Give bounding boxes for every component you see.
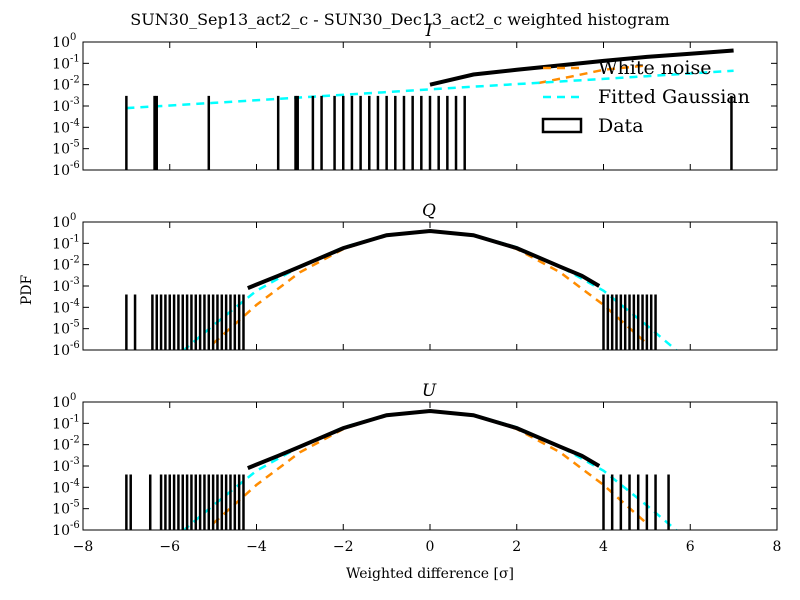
- y-tick-exponent: -3: [70, 456, 80, 467]
- plot-area: [125, 48, 734, 170]
- white-noise-curve: [212, 229, 648, 345]
- y-tick-label: 10: [52, 215, 70, 231]
- y-tick-label: 10: [52, 35, 70, 51]
- figure-title: SUN30_Sep13_act2_c - SUN30_Dec13_act2_c …: [130, 10, 669, 29]
- x-tick-label: 6: [686, 539, 695, 555]
- x-tick-label: −6: [159, 539, 180, 555]
- y-tick-exponent: -4: [70, 117, 80, 128]
- x-tick-label: 2: [512, 539, 521, 555]
- y-tick-label: 10: [52, 78, 70, 94]
- y-tick-exponent: 0: [70, 392, 76, 403]
- y-tick-label: 10: [52, 279, 70, 295]
- y-axis-label: PDF: [19, 275, 35, 306]
- x-tick-label: −8: [73, 539, 94, 555]
- panel-title: U: [422, 381, 437, 401]
- y-tick-exponent: -2: [70, 255, 80, 266]
- y-tick-label: 10: [52, 163, 70, 179]
- x-tick-label: 8: [773, 539, 782, 555]
- y-tick-exponent: -6: [70, 160, 80, 171]
- y-tick-label: 10: [52, 99, 70, 115]
- legend-label: White noise: [598, 57, 712, 79]
- y-tick-label: 10: [52, 438, 70, 454]
- y-tick-label: 10: [52, 343, 70, 359]
- y-tick-label: 10: [52, 142, 70, 158]
- y-tick-exponent: -5: [70, 139, 80, 150]
- fitted-gaussian-curve: [126, 69, 734, 110]
- panel-title: Q: [422, 201, 436, 221]
- y-tick-label: 10: [52, 322, 70, 338]
- y-tick-exponent: -5: [70, 319, 80, 330]
- y-tick-exponent: -2: [70, 435, 80, 446]
- legend: White noise Fitted Gaussian Data: [541, 57, 750, 137]
- data-spikes: [125, 474, 670, 530]
- legend-item-data: Data: [541, 115, 644, 137]
- y-tick-exponent: 0: [70, 212, 76, 223]
- white-noise-curve: [538, 64, 648, 85]
- y-tick-exponent: -5: [70, 499, 80, 510]
- plot-area: [125, 228, 678, 350]
- y-tick-label: 10: [52, 258, 70, 274]
- x-tick-label: −2: [333, 539, 354, 555]
- y-tick-exponent: -6: [70, 340, 80, 351]
- y-tick-exponent: -1: [70, 413, 80, 424]
- y-tick-exponent: -4: [70, 297, 80, 308]
- legend-item-white-noise: White noise: [543, 57, 712, 79]
- data-spikes: [125, 95, 733, 170]
- x-tick-label: 4: [599, 539, 608, 555]
- y-tick-exponent: -4: [70, 477, 80, 488]
- y-tick-exponent: -3: [70, 96, 80, 107]
- data-spikes: [125, 294, 657, 350]
- y-tick-label: 10: [52, 480, 70, 496]
- y-tick-label: 10: [52, 120, 70, 136]
- legend-swatch: [541, 117, 583, 134]
- y-tick-exponent: -2: [70, 75, 80, 86]
- legend-label: Fitted Gaussian: [598, 86, 750, 108]
- plot-area: [125, 408, 678, 530]
- y-tick-label: 10: [52, 395, 70, 411]
- white-noise-curve: [212, 409, 648, 525]
- y-tick-exponent: -3: [70, 276, 80, 287]
- y-tick-label: 10: [52, 300, 70, 316]
- legend-item-fitted-gaussian: Fitted Gaussian: [543, 86, 750, 108]
- y-tick-label: 10: [52, 236, 70, 252]
- x-tick-label: −4: [246, 539, 267, 555]
- y-tick-exponent: -6: [70, 520, 80, 531]
- y-tick-exponent: -1: [70, 233, 80, 244]
- y-tick-exponent: -1: [70, 53, 80, 64]
- legend-label: Data: [598, 115, 644, 137]
- y-tick-label: 10: [52, 523, 70, 539]
- data-series: [247, 228, 601, 290]
- y-tick-exponent: 0: [70, 32, 76, 43]
- y-tick-label: 10: [52, 416, 70, 432]
- x-axis-label: Weighted difference [σ]: [346, 566, 514, 582]
- y-tick-label: 10: [52, 502, 70, 518]
- data-series: [247, 408, 601, 470]
- y-tick-label: 10: [52, 56, 70, 72]
- y-tick-label: 10: [52, 459, 70, 475]
- panel-title: I: [425, 21, 433, 41]
- x-tick-label: 0: [426, 539, 435, 555]
- data-series: [429, 48, 734, 87]
